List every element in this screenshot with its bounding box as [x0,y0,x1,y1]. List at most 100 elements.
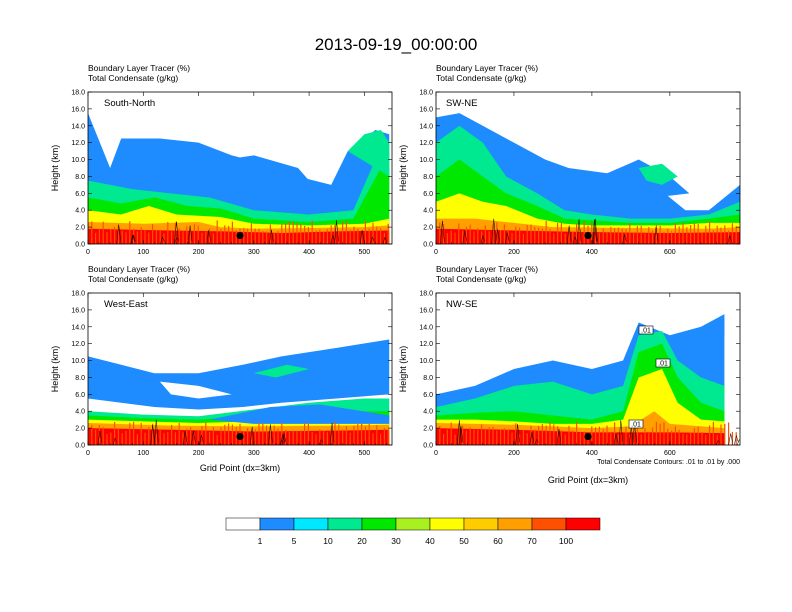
legend-label: 60 [493,536,503,546]
y-tick-label: 4.0 [75,208,85,215]
panel-var2-label: Total Condensate (g/kg) [88,274,178,284]
panel-var1-label: Boundary Layer Tracer (%) [88,63,190,73]
x-tick-label: 300 [248,249,260,256]
x-ticks: 0 100 200 300 400 500 [86,293,387,457]
legend-swatch [361,517,397,531]
y-tick-label: 10.0 [419,358,433,365]
x-tick-label: 100 [137,249,149,256]
x-tick-label: 600 [664,249,676,256]
y-tick-label: 18.0 [71,90,85,97]
condensate-contour [269,229,274,244]
legend-swatch [225,517,261,531]
legend-swatch [259,517,295,531]
panel-var2-label: Total Condensate (g/kg) [436,274,526,284]
site-marker [584,432,592,441]
y-ticks: 0.0 2.0 4.0 6.0 8.0 10.0 12.0 14.0 16.0 18.0 [71,90,392,249]
y-tick-label: 2.0 [75,426,85,433]
condensate-contour [199,435,204,445]
y-tick-label: 10.0 [419,157,433,164]
y-tick-label: 12.0 [71,341,85,348]
condensate-contour [131,233,136,244]
condensate-contour [130,234,135,244]
condensate-contour [593,218,598,244]
condensate-contour [653,227,659,244]
tracer-blob [677,314,725,344]
y-tick-label: 2.0 [423,426,433,433]
tracer-blob [253,364,310,378]
y-tick-label: 18.0 [419,90,433,97]
y-tick-label: 18.0 [71,291,85,298]
condensate-contour [491,218,497,244]
x-tick-label: 100 [137,450,149,457]
x-tick-label: 200 [508,249,520,256]
legend-swatch [463,517,499,531]
panel-plot-area [88,113,390,244]
panel-plot-area [88,339,390,445]
condensate-contour [359,230,365,244]
condensate-contour [249,426,255,445]
condensate-contour [556,428,562,445]
condensate-contour [116,224,121,244]
condensate-contour [187,225,193,244]
panel-name: West-East [104,299,148,310]
x-tick-label: 300 [248,450,260,457]
condensate-contour [515,424,520,445]
panel-frame [435,292,741,446]
legend-label: 100 [559,536,573,546]
panel-frame [435,91,741,245]
y-tick-label: 12.0 [419,341,433,348]
panel-frame [87,292,393,446]
legend-label: 30 [391,536,401,546]
legend-swatch [531,517,567,531]
condensate-contour [153,419,159,445]
y-tick-label: 16.0 [419,307,433,314]
condensate-contour [182,431,188,445]
x-tick-label: 0 [434,249,438,256]
x-axis-label: Grid Point (dx=3km) [200,463,280,473]
contour-label-box: .01 [655,358,671,368]
y-tick-label: 6.0 [423,392,433,399]
legend-swatch [395,517,431,531]
condensate-contour [174,221,179,244]
x-tick-label: 500 [359,249,371,256]
condensate-contour [728,433,733,445]
y-tick-label: 4.0 [423,409,433,416]
y-tick-label: 16.0 [71,307,85,314]
condensate-contour [97,430,103,445]
tracer-blob [226,155,310,181]
panel-plot-area [436,113,740,244]
y-ticks: 0.0 2.0 4.0 6.0 8.0 10.0 12.0 14.0 16.0 18.0 [419,90,740,249]
y-tick-label: 6.0 [75,392,85,399]
condensate-contour [370,236,375,244]
x-tick-label: 500 [359,450,371,457]
condensate-contour [112,437,118,445]
x-ticks: 0 200 400 600 [434,92,733,256]
y-tick-label: 0.0 [423,242,433,249]
condensate-contour [622,234,627,244]
legend-label: 5 [292,536,297,546]
panel-sw-ne: Boundary Layer Tracer (%) Total Condensa… [398,63,741,256]
condensate-contour [480,234,486,244]
condensate-contour [462,230,468,244]
y-ticks: 0.0 2.0 4.0 6.0 8.0 10.0 12.0 14.0 16.0 18.0 [71,291,392,450]
x-tick-label: 0 [434,450,438,457]
x-tick-label: 600 [664,450,676,457]
y-tick-label: 14.0 [71,324,85,331]
y-tick-label: 10.0 [71,157,85,164]
y-tick-label: 18.0 [419,291,433,298]
x-tick-label: 0 [86,249,90,256]
y-tick-label: 14.0 [419,324,433,331]
condensate-contour [534,438,539,445]
panel-name: South-North [104,98,155,109]
y-axis-label: Height (km) [398,346,408,393]
legend-label: 20 [357,536,367,546]
panel-west-east: Boundary Layer Tracer (%) Total Condensa… [50,264,393,473]
panel-name: SW-NE [446,98,478,109]
condensate-contour [566,225,572,244]
y-tick-label: 6.0 [423,191,433,198]
legend-swatch [565,517,601,531]
x-tick-label: 200 [193,249,205,256]
condensate-contour [440,220,445,244]
site-marker [236,231,244,240]
